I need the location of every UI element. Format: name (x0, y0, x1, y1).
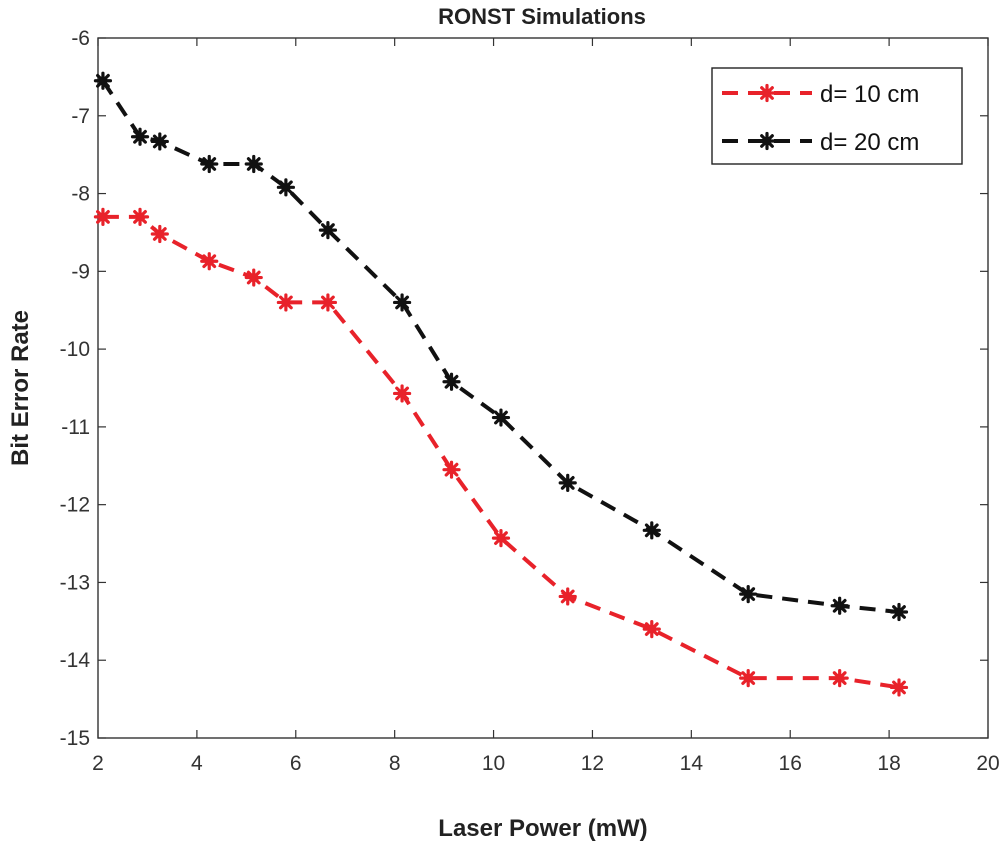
data-point (130, 127, 150, 146)
data-point (276, 293, 295, 312)
data-point (93, 71, 113, 90)
series-d-10cm (93, 207, 909, 697)
data-point (442, 372, 461, 391)
series-layer (93, 71, 909, 697)
series-d-20cm (93, 71, 909, 622)
chart-title: RONST Simulations (438, 4, 646, 29)
data-point (739, 669, 758, 688)
y-tick-label: -14 (60, 649, 91, 672)
x-tick-label: 20 (976, 752, 999, 775)
legend-box (711, 67, 963, 165)
legend-entry: d= 20 cm (722, 129, 919, 156)
x-tick-label: 12 (581, 752, 604, 775)
y-tick-label: -13 (60, 571, 90, 594)
legend-entry: d= 10 cm (722, 81, 919, 108)
legend-label: d= 20 cm (820, 129, 919, 156)
data-point (491, 529, 511, 548)
data-point (830, 669, 849, 688)
x-tick-label: 4 (191, 752, 203, 775)
data-point (200, 252, 219, 271)
data-point (244, 268, 263, 287)
y-tick-label: -12 (60, 494, 90, 517)
y-tick-label: -9 (71, 260, 90, 283)
data-point (244, 154, 263, 174)
x-tick-label: 18 (877, 752, 900, 775)
data-point (93, 207, 113, 226)
data-point (318, 221, 338, 240)
legend-marker (757, 131, 777, 151)
data-point (889, 678, 909, 697)
data-point (558, 473, 577, 492)
data-point (642, 521, 661, 540)
data-point (739, 585, 758, 604)
data-point (392, 293, 412, 312)
x-tick-label: 6 (290, 752, 302, 775)
x-tick-label: 14 (680, 752, 704, 775)
data-point (392, 384, 412, 403)
data-point (150, 132, 169, 151)
data-point (642, 620, 661, 639)
data-point (889, 602, 909, 622)
legend-marker (757, 83, 777, 103)
data-point (200, 154, 219, 174)
series-line (102, 214, 900, 690)
data-point (276, 178, 295, 197)
y-tick-label: -10 (60, 338, 90, 361)
data-point (830, 596, 849, 615)
y-axis-label: Bit Error Rate (7, 310, 34, 466)
data-point (491, 408, 511, 427)
y-tick-label: -8 (71, 183, 90, 206)
data-point (558, 587, 577, 606)
x-tick-label: 16 (779, 752, 802, 775)
x-tick-label: 2 (92, 752, 104, 775)
data-point (130, 207, 150, 226)
data-point (150, 224, 169, 244)
x-axis-label: Laser Power (mW) (438, 815, 647, 842)
data-point (318, 293, 338, 312)
y-tick-label: -11 (61, 416, 90, 439)
x-tick-label: 10 (482, 752, 505, 775)
legend: d= 10 cm d= 20 cm (711, 67, 963, 165)
y-tick-label: -7 (71, 105, 90, 128)
legend-label: d= 10 cm (820, 81, 919, 108)
x-tick-label: 8 (389, 752, 401, 775)
x-axis: 2 4 6 8 10 12 14 16 18 20 (92, 38, 1000, 775)
data-point (442, 460, 461, 479)
y-axis: -6 -7 -8 -9 -10 -11 -12 -13 -14 -15 (60, 27, 988, 750)
plot-area-frame (97, 37, 989, 739)
series-line (101, 79, 900, 614)
y-tick-label: -6 (71, 27, 90, 50)
y-tick-label: -15 (60, 727, 90, 750)
